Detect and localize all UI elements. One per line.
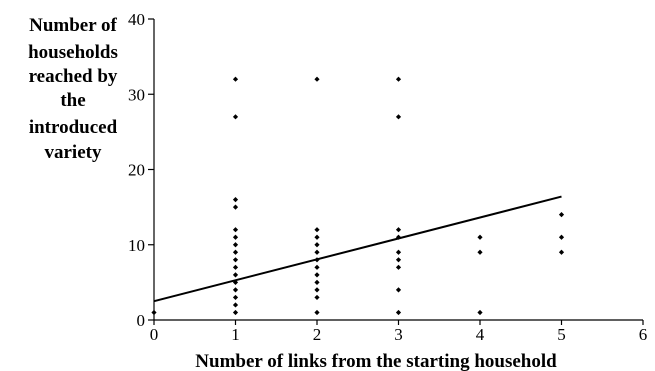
data-point	[232, 114, 239, 120]
x-ticks: 0 1 2 3 4 5 6	[150, 320, 648, 344]
data-point	[314, 76, 320, 82]
data-point	[314, 309, 320, 316]
data-point	[151, 309, 157, 316]
data-point	[232, 257, 239, 263]
y-tick-label: 40	[128, 10, 145, 29]
y-tick-label: 30	[128, 85, 145, 104]
x-tick-label: 2	[313, 325, 322, 344]
data-point	[395, 234, 402, 240]
data-point	[232, 272, 239, 278]
data-point	[232, 264, 239, 270]
data-point	[232, 234, 239, 240]
data-point	[314, 279, 320, 285]
y-axis-label-line: reached by	[29, 66, 118, 87]
data-point	[314, 234, 320, 240]
data-point	[232, 309, 239, 316]
data-point	[232, 227, 239, 233]
data-point	[477, 249, 483, 255]
data-point	[314, 242, 320, 248]
data-point	[232, 76, 239, 82]
y-ticks: 0 10 20 30 40	[128, 10, 154, 330]
data-point	[395, 227, 402, 233]
data-point	[314, 294, 320, 301]
data-point	[232, 279, 239, 285]
data-point	[314, 287, 320, 293]
x-tick-label: 0	[150, 325, 159, 344]
data-point	[395, 287, 402, 293]
y-axis-label-line: households	[28, 42, 118, 63]
data-point	[232, 249, 239, 255]
y-axis-label: Number of households reached by the intr…	[28, 15, 118, 163]
data-point	[395, 309, 402, 316]
data-point	[314, 257, 320, 263]
data-point	[314, 272, 320, 278]
y-axis-label-line: the	[60, 90, 85, 111]
data-point	[232, 294, 239, 301]
data-point	[314, 264, 320, 270]
data-point	[395, 114, 402, 120]
x-tick-label: 5	[557, 325, 566, 344]
y-axis-label-line: introduced	[29, 117, 118, 138]
data-point	[558, 212, 565, 218]
data-point	[395, 264, 402, 270]
data-point	[558, 249, 565, 255]
axes	[153, 19, 643, 321]
x-tick-label: 6	[639, 325, 648, 344]
data-point	[232, 197, 239, 203]
y-axis-label-line: variety	[45, 142, 102, 163]
y-tick-label: 20	[128, 161, 145, 180]
data-point	[395, 257, 402, 263]
data-point	[232, 287, 239, 293]
data-point	[558, 234, 565, 240]
x-axis-label: Number of links from the starting househ…	[195, 351, 557, 371]
data-point	[232, 204, 239, 210]
data-point	[477, 309, 483, 316]
data-point	[314, 227, 320, 233]
y-tick-label: 10	[128, 236, 145, 255]
data-point	[314, 249, 320, 255]
trend-line-group	[153, 195, 562, 303]
data-points	[151, 76, 565, 316]
trend-line	[153, 195, 562, 303]
x-tick-label: 3	[394, 325, 403, 344]
data-point	[477, 234, 483, 240]
y-tick-label: 0	[137, 311, 146, 330]
x-tick-label: 4	[476, 325, 485, 344]
data-point	[232, 242, 239, 248]
x-tick-label: 1	[231, 325, 240, 344]
data-point	[395, 249, 402, 255]
data-point	[395, 76, 402, 82]
data-point	[232, 302, 239, 308]
y-axis-label-line: Number of	[29, 15, 117, 36]
